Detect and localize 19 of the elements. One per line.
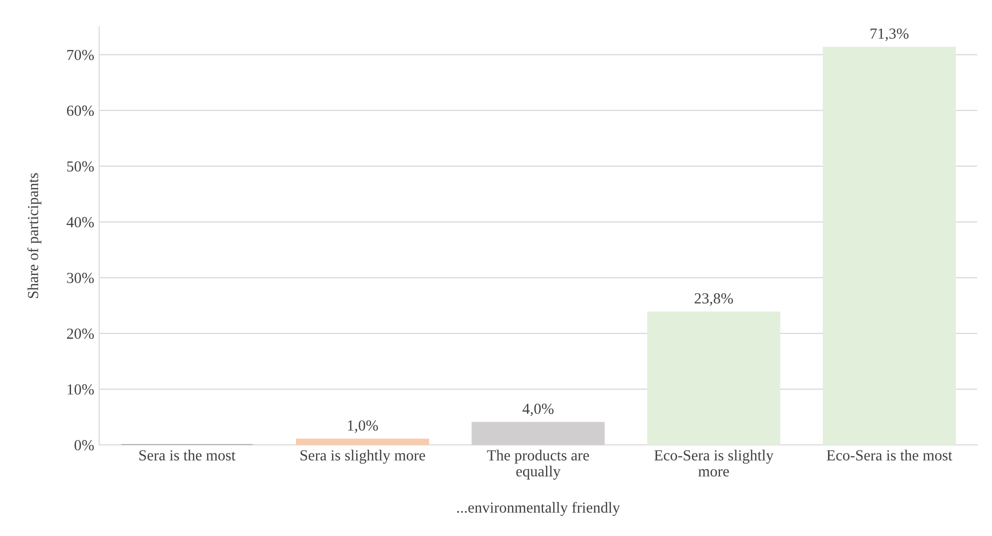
x-tick-label: Sera is the most [139, 450, 236, 460]
x-tick-label: Sera is slightly more [300, 450, 426, 464]
x-tick-label: Eco-Sera is slightly more [654, 450, 774, 477]
y-tick-label: 70% [67, 50, 94, 60]
y-tick-label: 30% [67, 272, 94, 284]
x-axis-title: ...environmentally friendly [457, 502, 620, 516]
data-label: 1,0% [348, 420, 378, 433]
y-tick-label: 10% [68, 384, 94, 395]
y-tick-label: 0% [74, 440, 94, 450]
data-label: 23,8% [694, 293, 733, 306]
y-tick-label: 20% [67, 328, 94, 339]
x-tick-label: Eco-Sera is the most [826, 450, 952, 460]
data-label: 4,0% [522, 404, 554, 416]
y-axis-title: Share of participants [27, 173, 42, 298]
y-tick-label: 60% [66, 106, 94, 116]
y-tick-label: 50% [67, 161, 94, 172]
x-tick-label: The products are equally [487, 450, 589, 480]
data-label: 71,3% [870, 28, 909, 41]
y-tick-label: 40% [66, 217, 94, 228]
